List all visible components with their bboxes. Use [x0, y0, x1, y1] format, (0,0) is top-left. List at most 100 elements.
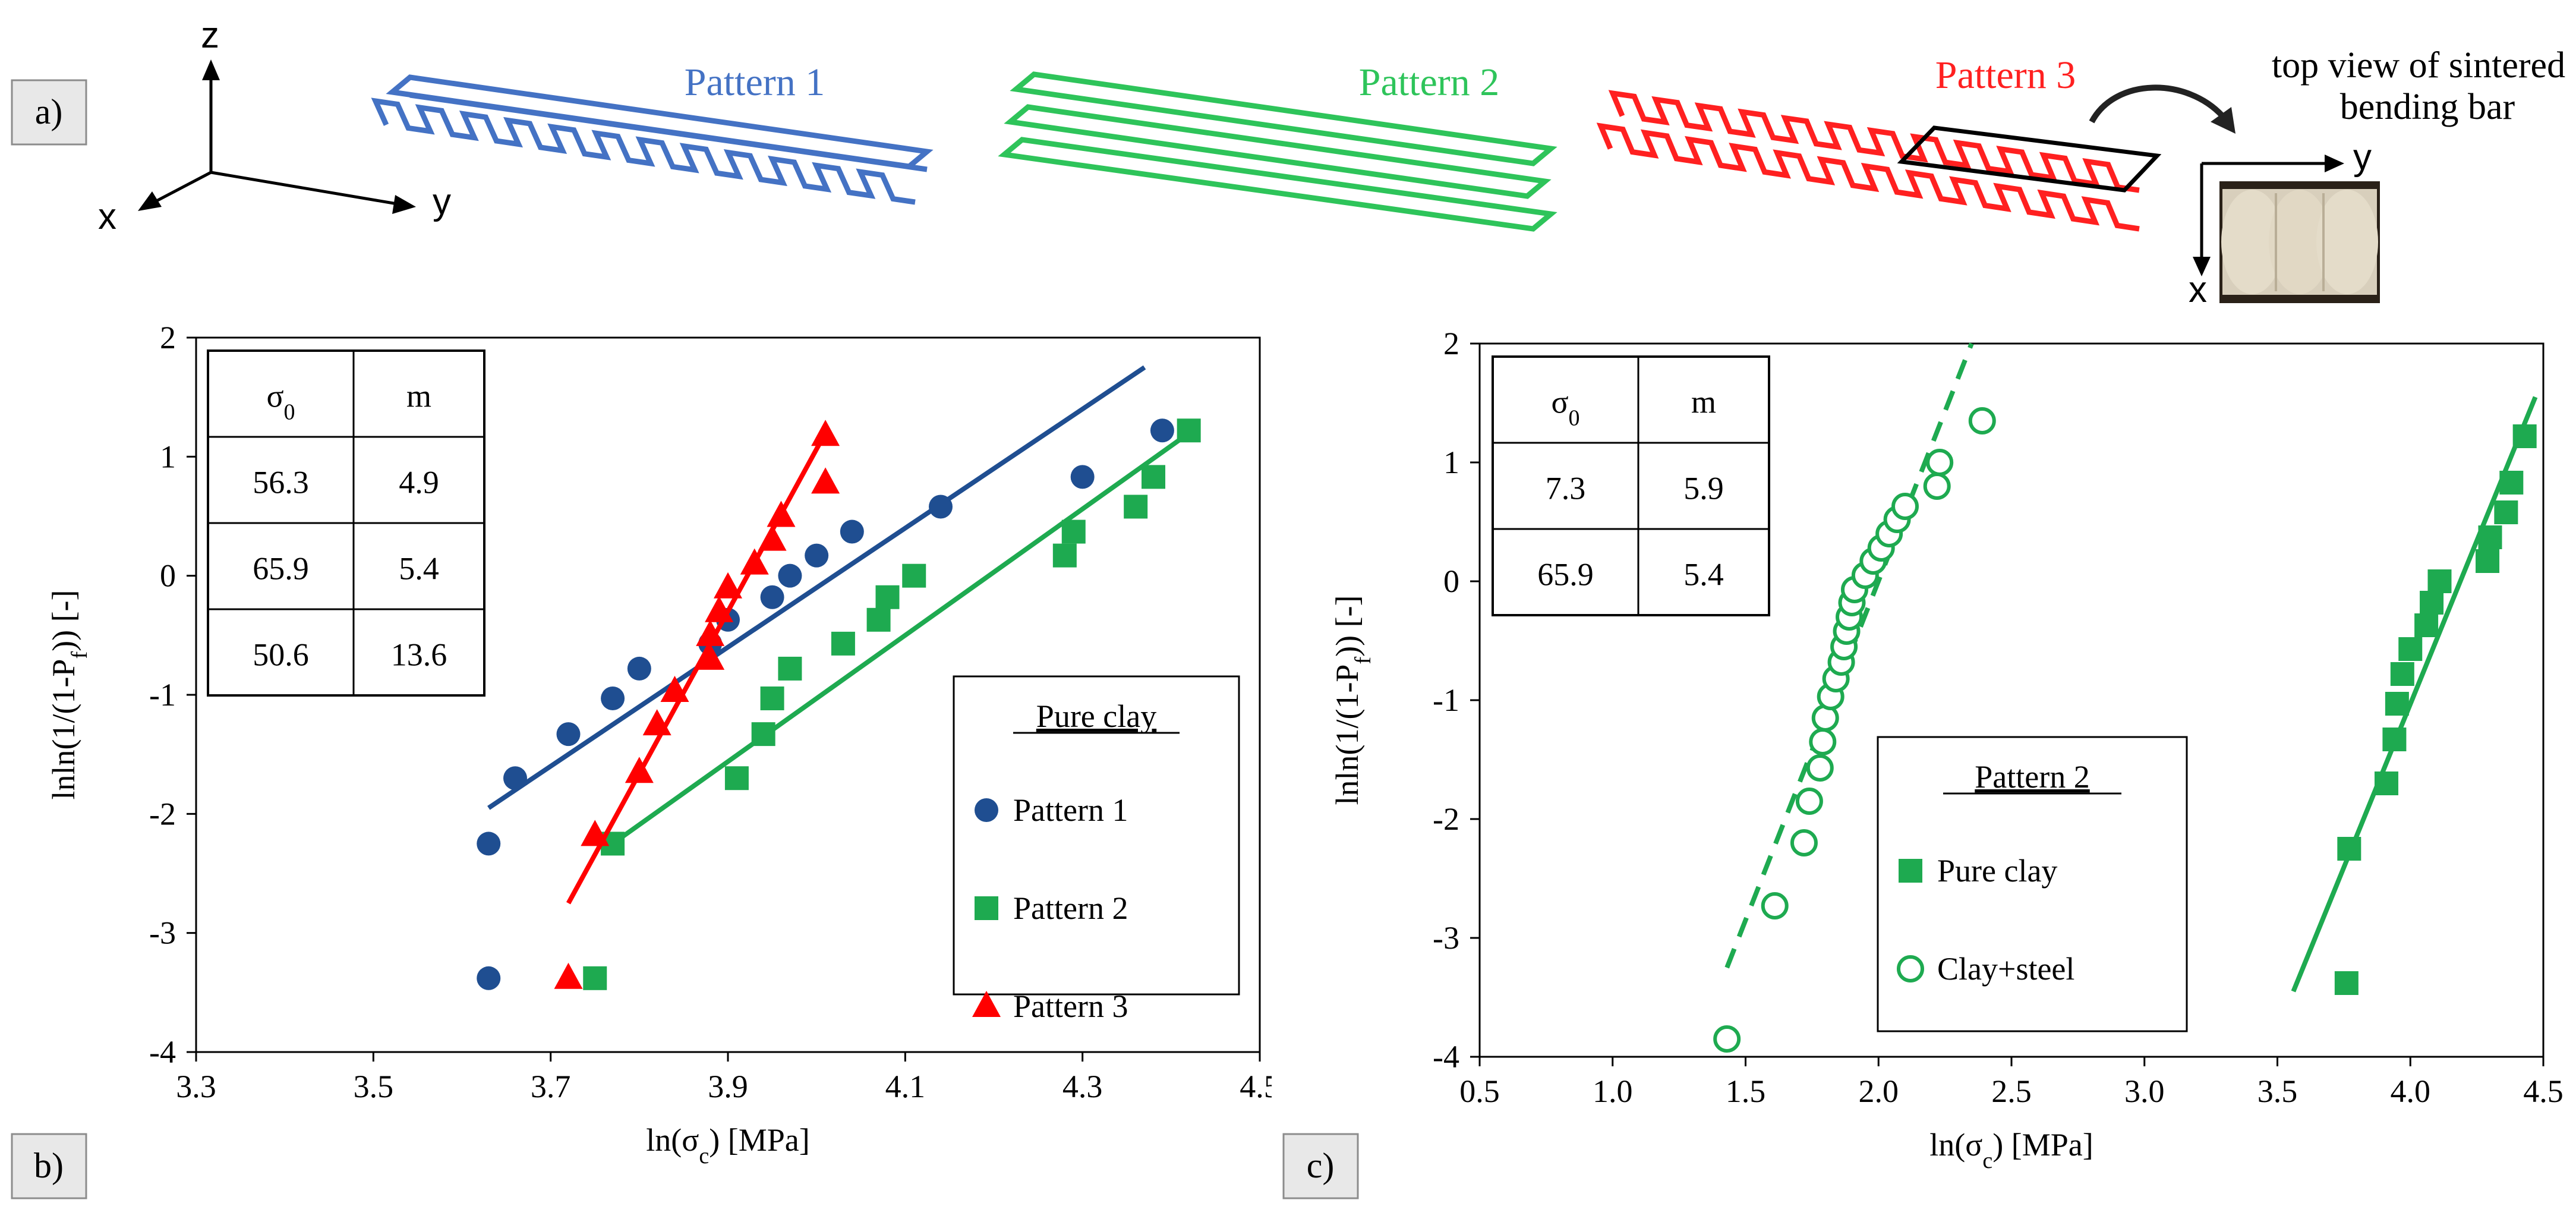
legend-marker-2	[975, 896, 998, 920]
data-point-1	[2427, 569, 2452, 593]
data-point-1	[778, 563, 802, 588]
param-table-m: 4.9	[399, 464, 439, 500]
x-tick-label: 4.5	[2523, 1073, 2564, 1109]
y-tick-label: -1	[149, 677, 176, 713]
data-point-1	[760, 585, 784, 609]
axis-y-label: y	[433, 181, 451, 222]
data-point-3	[705, 596, 734, 622]
data-point-1	[2478, 525, 2502, 549]
data-point-1	[2398, 637, 2423, 661]
y-axis-label: lnln(1/(1-Pf)) [-]	[46, 590, 92, 799]
data-point-3	[811, 420, 840, 446]
param-table-m: 13.6	[391, 637, 447, 672]
sample-highlight-box	[1897, 125, 2162, 193]
data-point-1	[2512, 424, 2537, 448]
data-point-1	[2420, 591, 2444, 615]
fit-line-1	[2291, 396, 2538, 993]
x-tick-label: 3.5	[354, 1069, 394, 1104]
panel-label-box	[11, 1133, 87, 1199]
pattern-2-drawing	[998, 71, 1557, 232]
data-point-1	[805, 543, 829, 568]
x-tick-label: 3.9	[708, 1069, 748, 1104]
data-point-1	[2390, 662, 2414, 686]
data-point-1	[2499, 471, 2524, 495]
axes-icon	[138, 59, 416, 214]
data-point-2	[1177, 418, 1201, 443]
param-table-sigma0: 50.6	[253, 637, 309, 672]
legend-label-1: Pattern 1	[1013, 792, 1128, 828]
data-point-2	[1713, 1025, 1741, 1053]
param-table-sigma0: 7.3	[1546, 470, 1586, 506]
param-table-sigma0: 65.9	[1537, 556, 1594, 592]
data-point-3	[625, 757, 654, 783]
data-point-2	[866, 607, 891, 632]
param-table-m: 5.4	[399, 550, 439, 586]
data-point-2	[1061, 519, 1086, 544]
data-point-3	[554, 962, 583, 989]
x-tick-label: 4.0	[2391, 1073, 2431, 1109]
y-tick-label: -3	[1433, 920, 1459, 956]
x-tick-label: 3.5	[2257, 1073, 2298, 1109]
bending-bar-photo	[2219, 181, 2380, 303]
data-point-1	[2385, 692, 2409, 716]
data-point-1	[929, 495, 953, 519]
param-table-header-m: m	[1691, 384, 1716, 420]
x-tick-label: 4.3	[1062, 1069, 1103, 1104]
pattern-3-label: Pattern 3	[1935, 53, 2076, 97]
data-point-1	[2382, 728, 2407, 751]
legend-label-2: Pattern 2	[1013, 890, 1128, 926]
y-tick-label: 0	[1443, 563, 1459, 599]
data-point-3	[642, 709, 671, 736]
data-point-2	[1142, 465, 1165, 489]
data-point-2	[1923, 473, 1951, 500]
photo-axis-x-label: x	[2189, 269, 2207, 309]
data-point-2	[1790, 829, 1818, 856]
data-point-1	[2374, 771, 2398, 795]
photo-axis-y-label: y	[2353, 137, 2372, 178]
pattern-2-label: Pattern 2	[1359, 61, 1499, 104]
data-point-2	[1052, 543, 1077, 568]
data-point-1	[1150, 418, 1174, 443]
chart-c: 0.5 1.0 1.5 2.0 2.5 3.0 3.5 4.0 4.5 2 1 0 -1 -2 -3 -4 ln…	[1282, 326, 2564, 1199]
data-point-1	[840, 519, 864, 544]
data-point-1	[627, 656, 651, 681]
legend-label-1: Pure clay	[1937, 853, 2057, 889]
data-point-2	[875, 585, 900, 609]
photo-caption-line2: bending bar	[2340, 87, 2515, 127]
data-point-2	[1795, 788, 1823, 815]
y-tick-label: 0	[160, 558, 176, 594]
param-table-sigma0: 65.9	[253, 550, 309, 586]
data-point-1	[2494, 500, 2518, 524]
legend-title: Pure clay	[1036, 698, 1156, 734]
legend-title: Pattern 2	[1975, 759, 2089, 795]
panel-label: c)	[1307, 1146, 1335, 1185]
x-tick-label: 4.1	[885, 1069, 926, 1104]
panel-a-schematic: a) z y x Pattern 1 Pattern 2 Pattern 3 t…	[11, 15, 2565, 309]
panel-a-label: a)	[35, 92, 63, 131]
y-tick-label: -2	[149, 796, 176, 832]
data-point-3	[581, 820, 610, 846]
x-tick-label: 4.5	[1240, 1069, 1272, 1104]
x-tick-label: 2.5	[1991, 1073, 2032, 1109]
data-point-1	[601, 686, 625, 711]
param-table	[1492, 355, 1770, 616]
data-point-2	[1806, 754, 1834, 782]
data-point-2	[1124, 495, 1148, 519]
data-point-3	[811, 467, 840, 494]
data-point-3	[714, 572, 742, 599]
data-point-1	[477, 966, 501, 990]
legend-box	[1877, 736, 2188, 1032]
x-tick-label: 1.5	[1726, 1073, 1766, 1109]
x-tick-label: 1.0	[1593, 1073, 1633, 1109]
pattern-1-drawing	[371, 74, 934, 205]
data-point-2	[751, 722, 775, 747]
data-point-1	[1070, 465, 1095, 489]
pattern-3-drawing	[1596, 90, 2140, 232]
data-point-2	[724, 766, 749, 791]
data-point-3	[660, 675, 689, 702]
x-axis-label: ln(σc) [MPa]	[646, 1122, 809, 1169]
chart-b: 3.3 3.5 3.7 3.9 4.1 4.3 4.5 2 1 0 -1 -2 -3 -4 ln(σc) […	[11, 320, 1272, 1199]
data-point-1	[2476, 549, 2500, 573]
data-point-2	[1761, 892, 1789, 919]
data-point-2	[831, 631, 855, 656]
